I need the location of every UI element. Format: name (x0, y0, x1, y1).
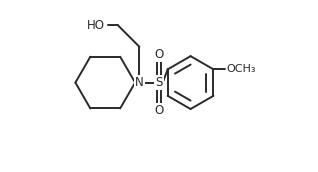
Text: OCH₃: OCH₃ (226, 64, 256, 74)
Text: HO: HO (86, 19, 104, 32)
Text: N: N (135, 76, 144, 89)
Text: O: O (154, 104, 164, 117)
Text: S: S (155, 76, 163, 89)
Text: O: O (154, 48, 164, 61)
